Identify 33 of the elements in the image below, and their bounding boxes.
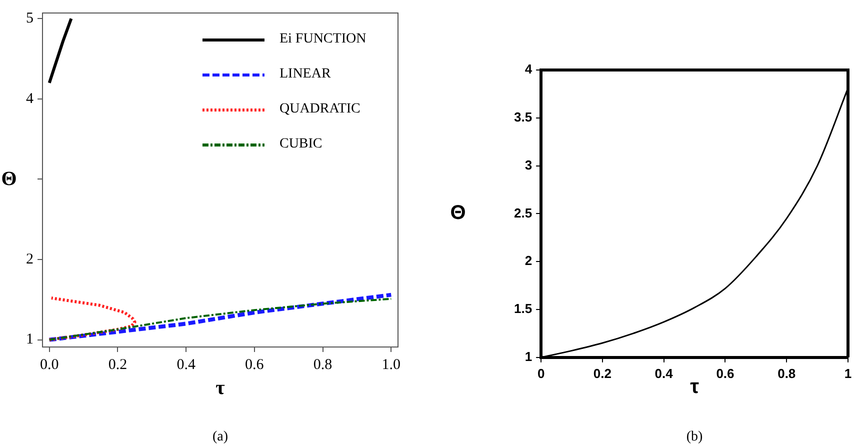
y-tick-label: 4 xyxy=(524,62,533,77)
x-axis-title: τ xyxy=(216,377,225,400)
x-tick-label: 0.8 xyxy=(778,366,796,381)
x-tick-label: 0.2 xyxy=(108,356,128,373)
x-tick-label: 0.6 xyxy=(245,356,264,373)
x-tick-label: 0.4 xyxy=(654,366,674,381)
y-tick-label: 2 xyxy=(524,253,532,268)
legend-label: LINEAR xyxy=(279,66,332,82)
x-tick-label: 0.8 xyxy=(313,356,332,373)
x-tick-label: 0.4 xyxy=(176,356,196,373)
x-tick-label: 1.0 xyxy=(382,356,401,373)
y-tick-label: 4 xyxy=(26,90,34,107)
text: (a) xyxy=(212,430,228,445)
y-tick-label: 5 xyxy=(26,10,34,27)
y-tick-label: 2.5 xyxy=(514,205,532,220)
x-tick-label: 1 xyxy=(844,366,852,381)
legend-label: Ei FUNCTION xyxy=(279,32,366,47)
y-axis-title: Θ xyxy=(1,168,17,190)
y-axis-title: Θ xyxy=(450,202,466,224)
legend-label: CUBIC xyxy=(279,136,322,152)
y-tick-label: 3.5 xyxy=(514,109,532,124)
y-tick-label: 2 xyxy=(26,251,34,268)
x-tick-label: 0.6 xyxy=(716,366,734,381)
y-tick-label: 3 xyxy=(524,157,532,172)
x-tick-label: 0.0 xyxy=(40,356,59,373)
x-tick-label: 0.2 xyxy=(593,366,612,381)
x-tick-label: 0 xyxy=(537,366,545,381)
text: (b) xyxy=(686,430,704,445)
y-tick-label: 1.5 xyxy=(514,301,532,316)
legend-label: QUADRATIC xyxy=(279,102,360,117)
x-axis-title: τ xyxy=(690,376,700,398)
line-series xyxy=(48,296,136,342)
y-tick-label: 1 xyxy=(26,332,34,348)
